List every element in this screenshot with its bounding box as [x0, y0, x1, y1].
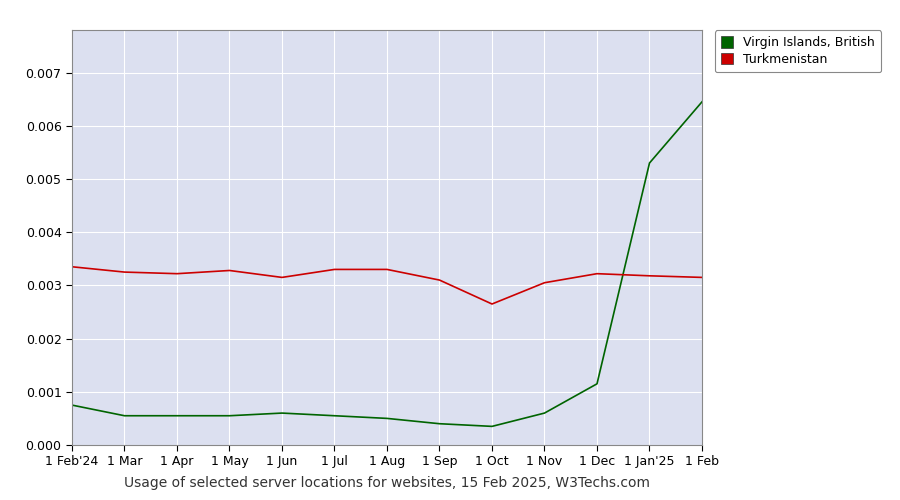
- Turkmenistan: [591, 270, 602, 276]
- Turkmenistan: [487, 301, 498, 307]
- Virgin Islands, British: [591, 381, 602, 387]
- Virgin Islands, British: [697, 99, 707, 105]
- Line: Virgin Islands, British: Virgin Islands, British: [72, 102, 702, 426]
- Virgin Islands, British: [434, 420, 445, 426]
- Turkmenistan: [539, 280, 550, 285]
- Turkmenistan: [382, 266, 392, 272]
- Virgin Islands, British: [276, 410, 287, 416]
- Turkmenistan: [224, 268, 235, 274]
- Legend: Virgin Islands, British, Turkmenistan: Virgin Islands, British, Turkmenistan: [715, 30, 881, 72]
- Virgin Islands, British: [329, 412, 340, 418]
- Virgin Islands, British: [644, 160, 655, 166]
- Virgin Islands, British: [119, 412, 130, 418]
- Turkmenistan: [276, 274, 287, 280]
- Virgin Islands, British: [382, 416, 392, 422]
- Turkmenistan: [329, 266, 340, 272]
- Virgin Islands, British: [487, 424, 498, 430]
- Turkmenistan: [67, 264, 77, 270]
- Turkmenistan: [697, 274, 707, 280]
- Turkmenistan: [172, 270, 183, 276]
- Virgin Islands, British: [224, 412, 235, 418]
- Virgin Islands, British: [539, 410, 550, 416]
- Line: Turkmenistan: Turkmenistan: [72, 267, 702, 304]
- Turkmenistan: [644, 273, 655, 279]
- Turkmenistan: [119, 269, 130, 275]
- Virgin Islands, British: [172, 412, 183, 418]
- Turkmenistan: [434, 277, 445, 283]
- Virgin Islands, British: [67, 402, 77, 408]
- Text: Usage of selected server locations for websites, 15 Feb 2025, W3Techs.com: Usage of selected server locations for w…: [124, 476, 650, 490]
